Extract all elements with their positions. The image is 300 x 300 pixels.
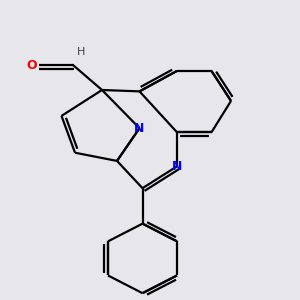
Text: H: H bbox=[77, 47, 85, 57]
Text: N: N bbox=[134, 122, 145, 135]
Text: O: O bbox=[26, 59, 37, 72]
Text: N: N bbox=[172, 160, 182, 173]
